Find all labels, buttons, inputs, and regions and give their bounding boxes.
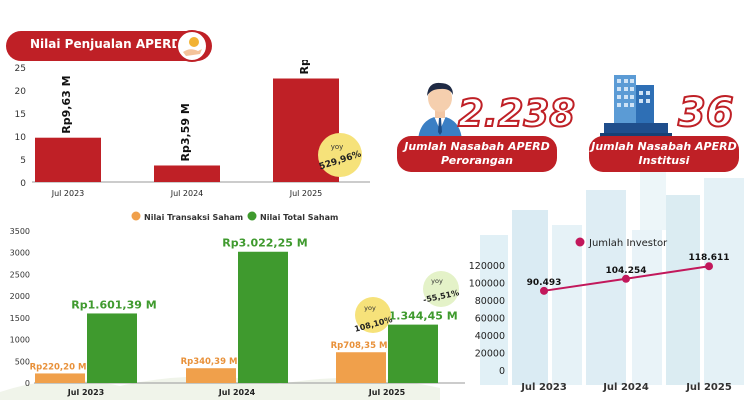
yoy-badge-label: yoy — [364, 304, 376, 312]
legend-marker — [575, 237, 585, 247]
bar — [154, 165, 220, 182]
yoy-badge-label: yoy — [331, 143, 344, 151]
data-label: 104.254 — [606, 266, 647, 276]
legend-label: Jumlah Investor — [588, 238, 668, 249]
individual-label-line2: Perorangan — [440, 154, 513, 167]
bar-total — [87, 313, 137, 383]
person-icon — [418, 82, 462, 140]
x-tick-label: Jul 2024 — [170, 189, 204, 198]
x-tick-label: Jul 2025 — [685, 382, 732, 393]
y-tick-label: 2500 — [10, 270, 30, 279]
coin-hand-icon — [176, 30, 208, 62]
y-tick-label: 3000 — [10, 249, 30, 258]
yoy-badge — [355, 297, 391, 333]
data-point — [705, 262, 713, 271]
yoy-badge — [318, 133, 362, 177]
institution-label: Jumlah Nasabah APERD Institusi — [589, 136, 739, 172]
x-tick-label: Jul 2025 — [289, 189, 323, 198]
bar — [35, 137, 101, 182]
y-tick-label: 60000 — [475, 314, 505, 325]
individual-count: 2.238 — [457, 91, 576, 136]
y-tick-label: 20 — [15, 87, 27, 97]
legend-label: Nilai Total Saham — [260, 213, 338, 222]
stock-value-chart: Nilai Transaksi Saham Nilai Total Saham 0 5… — [10, 211, 465, 397]
y-tick-label: 0 — [20, 179, 26, 189]
y-tick-label: 120000 — [469, 261, 505, 272]
y-tick-label: 3500 — [10, 227, 30, 236]
data-label-total: Rp1.344,45 M — [372, 310, 457, 323]
city-skyline-icon — [480, 150, 744, 385]
y-tick-label: 40000 — [475, 331, 505, 342]
legend-marker — [247, 211, 257, 221]
institution-count: 36 — [677, 89, 735, 137]
y-tick-label: 1500 — [10, 314, 30, 323]
x-tick-label: Jul 2024 — [602, 382, 649, 393]
bar-transaction — [35, 373, 85, 383]
building-icon — [600, 75, 672, 139]
y-tick-label: 100000 — [469, 279, 505, 290]
x-tick-label: Jul 2023 — [51, 189, 85, 198]
bar-transaction — [186, 368, 236, 383]
x-tick-label: Jul 2024 — [218, 388, 256, 397]
sales-bar-chart: 0 5 10 15 20 25 Jul 2023 Rp9,63 M Jul 2024 Rp3,59… — [15, 60, 370, 198]
x-tick-label: Jul 2023 — [67, 388, 104, 397]
data-label: Rp9,63 M — [60, 75, 73, 133]
y-tick-label: 25 — [15, 64, 26, 74]
x-tick-label: Jul 2023 — [520, 382, 567, 393]
data-label: 90.493 — [527, 278, 562, 288]
y-tick-label: 15 — [15, 110, 26, 120]
y-tick-label: 2000 — [10, 292, 30, 301]
y-tick-label: 5 — [20, 156, 26, 166]
y-tick-label: 80000 — [475, 296, 505, 307]
data-label-transaction: Rp708,35 M — [331, 341, 388, 351]
data-label-transaction: Rp340,39 M — [181, 357, 238, 367]
individual-label-line1: Jumlah Nasabah APERD — [404, 140, 550, 153]
data-label: Rp22,50 M — [298, 60, 311, 75]
y-tick-label: 500 — [15, 357, 30, 366]
x-tick-label: Jul 2025 — [368, 388, 406, 397]
y-tick-label: 10 — [15, 133, 27, 143]
data-label-total: Rp3.022,25 M — [222, 237, 307, 250]
y-tick-label: 0 — [25, 379, 30, 388]
data-label: 118.611 — [689, 253, 730, 263]
y-tick-label: 20000 — [475, 349, 505, 360]
bar-transaction — [336, 352, 386, 383]
investor-line-chart: Jumlah Investor 0 20000 40000 60000 80000 1000… — [469, 237, 732, 393]
yoy-badge-label: yoy — [431, 277, 443, 285]
data-point — [622, 274, 630, 283]
institution-label-line1: Jumlah Nasabah APERD — [591, 140, 737, 153]
data-point — [540, 286, 548, 295]
data-label: Rp3,59 M — [179, 103, 192, 161]
city-skyline-icon — [0, 376, 440, 400]
individual-label: Jumlah Nasabah APERD Perorangan — [397, 136, 557, 172]
bar-total — [238, 251, 288, 383]
y-tick-label: 1000 — [10, 336, 30, 345]
legend-label: Nilai Transaksi Saham — [144, 213, 243, 222]
data-label-transaction: Rp220,20 M — [30, 362, 87, 372]
yoy-badge — [423, 271, 459, 307]
y-tick-label: 0 — [499, 366, 505, 377]
bar-total — [388, 324, 438, 383]
legend-marker — [131, 211, 141, 221]
chart-title: Nilai Penjualan APERD — [30, 37, 182, 51]
institution-label-line2: Institusi — [638, 154, 690, 167]
data-label-total: Rp1.601,39 M — [71, 298, 156, 311]
